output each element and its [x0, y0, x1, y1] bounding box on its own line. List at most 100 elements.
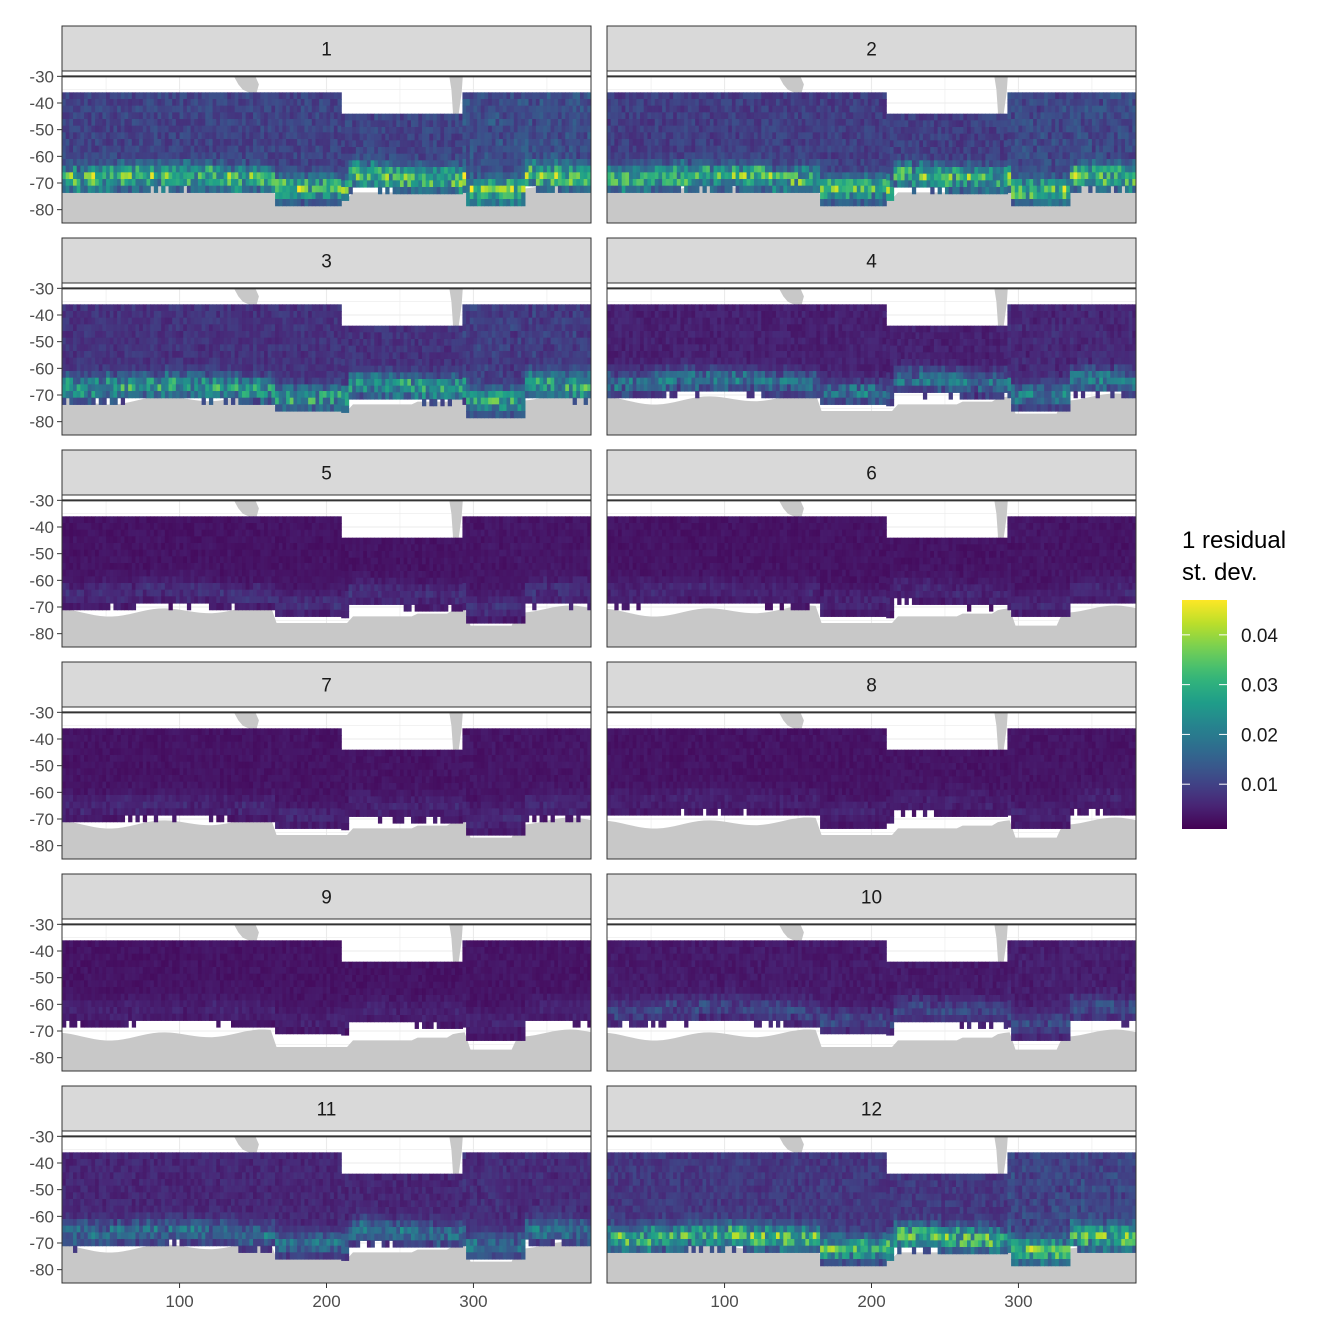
data-cell [223, 172, 228, 180]
data-cell [676, 145, 682, 153]
data-cell [95, 304, 100, 312]
data-cell [834, 172, 840, 180]
data-cell [65, 159, 70, 167]
data-cell [967, 153, 972, 161]
data-cell [168, 165, 173, 173]
data-cell [300, 199, 306, 207]
data-cell [297, 99, 302, 107]
data-cell [713, 152, 718, 160]
data-cell [764, 112, 770, 120]
data-cell [234, 105, 239, 113]
data-cell [150, 99, 155, 107]
data-cell [337, 139, 342, 147]
data-cell [322, 112, 328, 120]
data-cell [812, 92, 817, 100]
data-cell [260, 139, 265, 147]
data-cell [499, 112, 504, 120]
data-cell [84, 351, 89, 359]
data-cell [120, 304, 126, 312]
data-cell [798, 92, 803, 100]
data-cell [267, 185, 272, 193]
data-cell [495, 112, 500, 120]
data-cell [709, 152, 715, 160]
data-cell [783, 172, 788, 180]
data-cell [179, 357, 184, 365]
data-cell [610, 125, 615, 133]
data-cell [882, 152, 887, 160]
data-cell [878, 152, 884, 160]
data-cell [444, 160, 449, 168]
data-cell [289, 145, 295, 153]
data-cell [658, 119, 663, 127]
data-cell [853, 145, 858, 153]
data-cell [963, 187, 968, 195]
data-cell [297, 192, 302, 200]
data-cell [84, 324, 89, 332]
data-cell [205, 344, 210, 352]
data-cell [201, 185, 206, 193]
data-cell [440, 160, 445, 168]
data-cell [359, 173, 364, 181]
data-cell [135, 99, 140, 107]
data-cell [322, 152, 328, 160]
data-cell [495, 139, 500, 147]
data-cell [878, 172, 884, 180]
data-cell [205, 311, 210, 319]
data-cell [842, 119, 847, 127]
data-cell [234, 119, 239, 127]
data-cell [772, 145, 777, 153]
data-cell [212, 159, 217, 167]
data-cell [1110, 132, 1115, 140]
data-cell [264, 99, 269, 107]
data-cell [550, 185, 555, 193]
data-cell [717, 165, 722, 173]
data-cell [491, 172, 497, 180]
data-cell [875, 99, 880, 107]
data-cell [153, 179, 159, 187]
data-cell [565, 152, 570, 160]
data-cell [680, 92, 685, 100]
data-cell [985, 133, 990, 141]
data-cell [377, 140, 383, 148]
data-cell [278, 112, 284, 120]
data-cell [724, 105, 729, 113]
data-cell [117, 139, 122, 147]
data-cell [253, 165, 258, 173]
data-cell [750, 172, 755, 180]
data-cell [532, 152, 537, 160]
data-cell [684, 119, 689, 127]
data-cell [440, 173, 445, 181]
data-cell [436, 127, 441, 135]
data-cell [706, 152, 711, 160]
data-cell [739, 145, 744, 153]
data-cell [739, 125, 744, 133]
data-cell [889, 187, 895, 195]
data-cell [150, 125, 155, 133]
data-cell [864, 165, 869, 173]
data-cell [1121, 172, 1126, 180]
data-cell [955, 153, 961, 161]
data-cell [974, 140, 979, 148]
data-cell [1044, 139, 1049, 147]
data-cell [62, 344, 67, 352]
data-cell [1040, 99, 1045, 107]
data-cell [355, 113, 361, 121]
data-cell [245, 112, 250, 120]
data-cell [150, 371, 155, 379]
data-cell [1062, 99, 1067, 107]
data-cell [1058, 139, 1064, 147]
data-cell [860, 105, 865, 113]
data-cell [764, 119, 770, 127]
data-cell [264, 112, 269, 120]
data-cell [451, 147, 456, 155]
data-cell [809, 179, 814, 187]
data-cell [687, 165, 693, 173]
data-cell [629, 105, 634, 113]
data-cell [95, 172, 100, 180]
data-cell [528, 125, 533, 133]
data-cell [175, 165, 181, 173]
data-cell [80, 132, 85, 140]
data-cell [1014, 159, 1020, 167]
data-cell [764, 145, 770, 153]
data-cell [629, 145, 634, 153]
